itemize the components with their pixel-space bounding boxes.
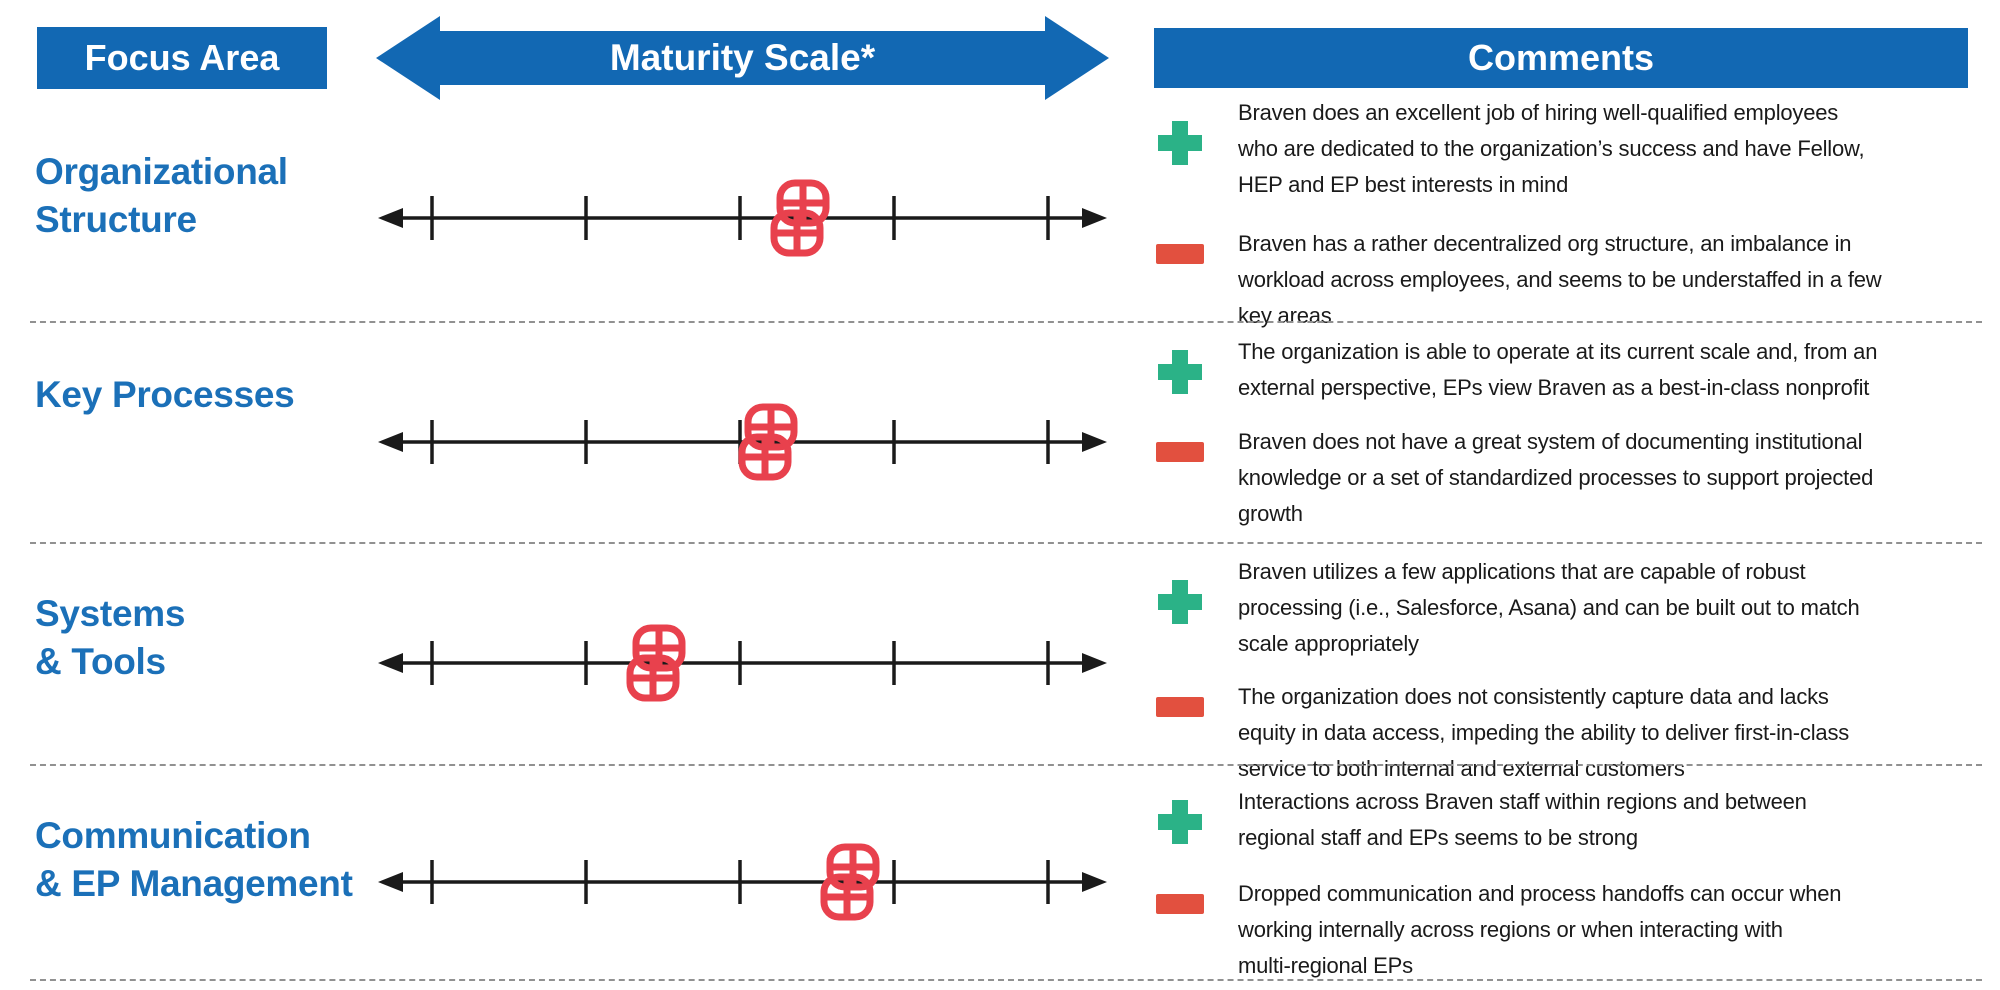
scale-ticks: [430, 860, 1050, 904]
comment-text: Braven utilizes a few applications that …: [1238, 559, 1860, 656]
comment-negative-row3: The organization does not consistently c…: [1156, 679, 1968, 787]
comment-text: Braven has a rather decentralized org st…: [1238, 231, 1882, 328]
right-arrowhead-icon: [1082, 432, 1107, 452]
comment-positive-row3: Braven utilizes a few applications that …: [1156, 554, 1968, 662]
row-label-organizational-structure: Organizational Structure: [35, 151, 288, 240]
plus-icon: [1156, 348, 1204, 401]
row-separator: [30, 321, 1982, 323]
comment-text: Braven does not have a great system of d…: [1238, 429, 1874, 526]
comment-negative-row2: Braven does not have a great system of d…: [1156, 424, 1968, 532]
plus-icon: [1156, 119, 1204, 172]
right-arrowhead-icon: [1082, 653, 1107, 673]
scale-ticks: [430, 641, 1050, 685]
plus-icon: [1156, 798, 1204, 851]
minus-icon: [1156, 244, 1204, 264]
braven-logo-icon: [626, 624, 686, 702]
comment-text: Braven does an excellent job of hiring w…: [1238, 100, 1865, 197]
right-arrowhead-icon: [1082, 208, 1107, 228]
scale-ticks: [430, 196, 1050, 240]
left-arrowhead-icon: [378, 653, 403, 673]
maturity-marker-row1: [770, 179, 830, 257]
braven-logo-icon: [738, 403, 798, 481]
focus-area-header: Focus Area: [37, 27, 327, 89]
comment-text: Dropped communication and process handof…: [1238, 881, 1842, 978]
comment-negative-row4: Dropped communication and process handof…: [1156, 876, 1968, 984]
minus-icon: [1156, 442, 1204, 462]
row-label-key-processes: Key Processes: [35, 374, 295, 415]
row-label-communication-ep-management: Communication & EP Management: [35, 815, 353, 904]
braven-logo-icon: [770, 179, 830, 257]
maturity-scale-header: Maturity Scale*: [376, 14, 1109, 102]
row-separator: [30, 542, 1982, 544]
double-arrow-banner: [376, 16, 1109, 100]
maturity-scale-axis-row4: [378, 860, 1107, 904]
right-arrowhead-icon: [1082, 872, 1107, 892]
focus-area-header-label: Focus Area: [84, 37, 280, 78]
comment-positive-row2: The organization is able to operate at i…: [1156, 334, 1968, 406]
comment-text: The organization is able to operate at i…: [1238, 339, 1878, 400]
maturity-marker-row3: [626, 624, 686, 702]
left-arrowhead-icon: [378, 208, 403, 228]
plus-icon: [1156, 578, 1204, 631]
left-arrowhead-icon: [378, 872, 403, 892]
comments-header-label: Comments: [1467, 37, 1655, 78]
row-label-systems-tools: Systems & Tools: [35, 593, 186, 682]
minus-icon: [1156, 894, 1204, 914]
comment-text: The organization does not consistently c…: [1238, 684, 1850, 781]
comment-negative-row1: Braven has a rather decentralized org st…: [1156, 226, 1968, 334]
maturity-scale-header-label: Maturity Scale*: [609, 37, 876, 78]
maturity-marker-row4: [820, 843, 880, 921]
maturity-scale-axis-row3: [378, 641, 1107, 685]
maturity-scale-axis-row1: [378, 196, 1107, 240]
row-separator: [30, 764, 1982, 766]
double-arrow-shape: [376, 16, 1109, 100]
braven-logo-icon: [820, 843, 880, 921]
comment-positive-row4: Interactions across Braven staff within …: [1156, 784, 1968, 856]
minus-icon: [1156, 697, 1204, 717]
left-arrowhead-icon: [378, 432, 403, 452]
row-separator: [30, 979, 1982, 981]
comment-positive-row1: Braven does an excellent job of hiring w…: [1156, 95, 1968, 203]
comments-header: Comments: [1154, 28, 1968, 88]
maturity-marker-row2: [738, 403, 798, 481]
comment-text: Interactions across Braven staff within …: [1238, 789, 1807, 850]
